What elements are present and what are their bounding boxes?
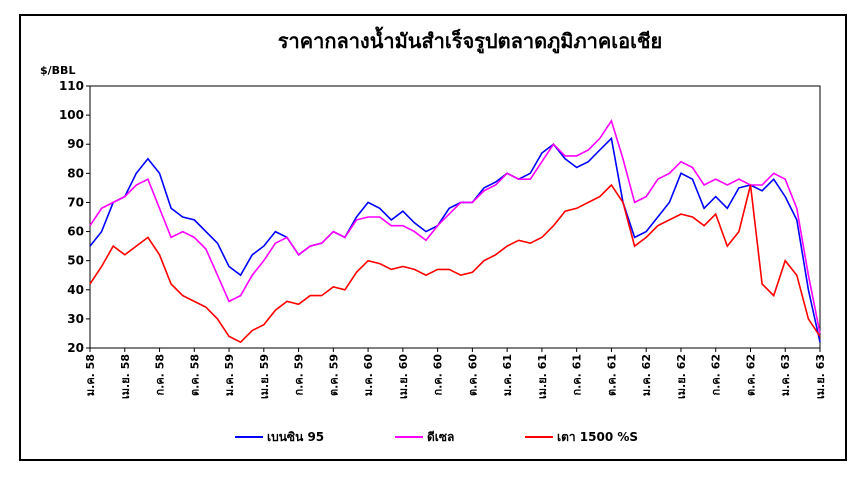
y-tick-label: 70: [67, 195, 84, 209]
x-tick-label: ก.ค. 60: [432, 354, 445, 396]
x-tick-label: ก.ค. 59: [293, 354, 306, 396]
y-tick-label: 110: [59, 79, 84, 93]
x-tick-label: ม.ค. 62: [640, 354, 653, 396]
x-tick-label: ต.ค. 62: [744, 354, 757, 396]
series-line: [89, 183, 821, 344]
plot-area: [89, 85, 821, 349]
x-tick-label: ต.ค. 60: [466, 354, 479, 396]
x-tick-label: ต.ค. 58: [188, 354, 201, 396]
x-tick-label: เม.ย. 60: [397, 354, 410, 399]
x-tick-label: ม.ค. 60: [362, 354, 375, 396]
series-line: [89, 119, 821, 334]
y-tick-label: 50: [67, 254, 84, 268]
y-tick-label: 90: [67, 137, 84, 151]
x-tick-label: ม.ค. 59: [223, 354, 236, 396]
y-tick-label: 60: [67, 225, 84, 239]
frame: [19, 14, 847, 461]
y-tick-label: 40: [67, 283, 84, 297]
chart-title: ราคากลางน้ำมันสำเร็จรูปตลาดภูมิภาคเอเชีย: [278, 26, 662, 55]
x-tick-label: เม.ย. 59: [258, 354, 271, 399]
x-tick-label: ก.ค. 62: [710, 354, 723, 396]
legend-label: เบนซิน 95: [267, 430, 324, 444]
y-tick-label: 80: [67, 166, 84, 180]
series-line: [89, 136, 821, 343]
legend-label: เตา 1500 %S: [557, 430, 638, 444]
x-tick-label: ม.ค. 58: [84, 354, 97, 396]
x-tick-label: ก.ค. 61: [571, 354, 584, 396]
x-tick-label: ม.ค. 61: [501, 354, 514, 396]
x-tick-label: เม.ย. 63: [814, 354, 827, 399]
x-tick-label: เม.ย. 61: [536, 354, 549, 399]
legend-label: ดีเซล: [427, 430, 454, 444]
x-tick-label: ก.ค. 58: [154, 354, 167, 396]
x-tick-label: เม.ย. 62: [675, 354, 688, 399]
y-tick-label: 30: [67, 312, 84, 326]
x-tick-label: ต.ค. 61: [605, 354, 618, 396]
x-tick-label: เม.ย. 58: [119, 354, 132, 399]
x-tick-label: ต.ค. 59: [327, 354, 340, 396]
y-axis-label: $/BBL: [40, 64, 75, 77]
y-tick-label: 100: [59, 108, 84, 122]
y-tick-label: 20: [67, 341, 84, 355]
x-tick-label: ม.ค. 63: [779, 354, 792, 396]
